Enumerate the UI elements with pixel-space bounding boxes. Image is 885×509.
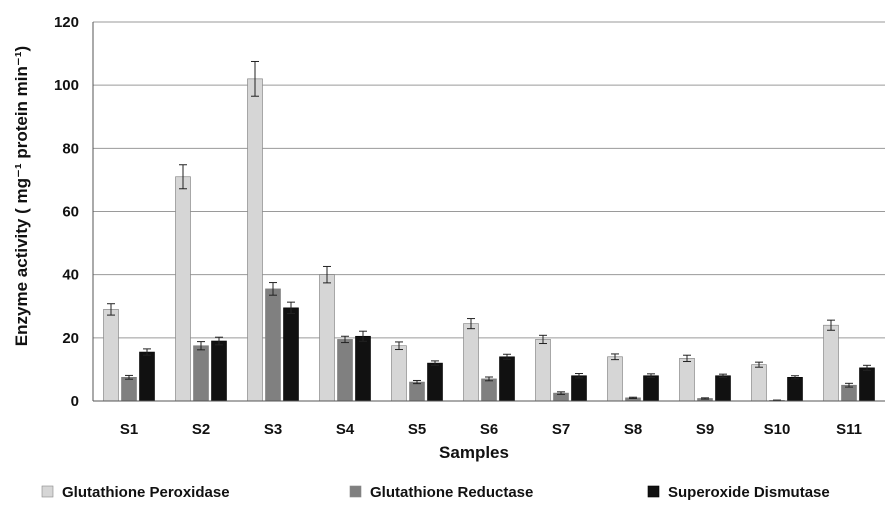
legend-label: Superoxide Dismutase — [668, 484, 830, 501]
error-bar — [719, 373, 727, 378]
y-tick-label: 60 — [62, 204, 79, 221]
x-tick-label: S2 — [192, 421, 210, 438]
bar-s4-series-1 — [319, 274, 335, 402]
bar-s8-series-3 — [643, 375, 659, 402]
bar-s11-series-3 — [859, 367, 875, 402]
x-tick-label: S7 — [552, 421, 570, 438]
error-bar — [251, 60, 259, 97]
error-bar — [575, 373, 583, 379]
bar-s3-series-3 — [283, 307, 299, 402]
bar-s2-series-1 — [175, 176, 191, 402]
error-bar — [485, 376, 493, 382]
bar-s5-series-2 — [409, 381, 425, 402]
bar-s10-series-1 — [751, 364, 767, 402]
bar-s1-series-2 — [121, 377, 137, 402]
bar-s1-series-3 — [139, 351, 155, 402]
bar-s2-series-3 — [211, 340, 227, 402]
error-bar — [557, 391, 565, 395]
bars — [103, 60, 875, 402]
bar-s10-series-3 — [787, 377, 803, 402]
error-bar — [539, 334, 547, 345]
bar-s11-series-1 — [823, 324, 839, 402]
bar-s6-series-1 — [463, 323, 479, 402]
x-axis-title: Samples — [439, 443, 509, 462]
bar-s2-series-2 — [193, 345, 209, 402]
error-bar — [107, 303, 115, 316]
y-tick-label: 0 — [71, 393, 79, 410]
x-tick-label: S4 — [336, 421, 355, 438]
bar-s3-series-1 — [247, 78, 263, 402]
error-bar — [395, 341, 403, 351]
error-bar — [413, 379, 421, 385]
error-bar — [611, 353, 619, 361]
error-bar — [431, 360, 439, 366]
bar-s5-series-1 — [391, 345, 407, 402]
bar-s9-series-3 — [715, 375, 731, 402]
error-bar — [503, 353, 511, 360]
error-bar — [341, 335, 349, 344]
error-bar — [125, 374, 133, 380]
legend-entry-1: Glutathione Peroxidase — [41, 484, 230, 501]
error-bar — [827, 319, 835, 331]
legend-label: Glutathione Peroxidase — [62, 484, 230, 501]
legend-swatch — [349, 485, 362, 498]
error-bar — [269, 282, 277, 296]
bar-s4-series-3 — [355, 335, 371, 402]
bar-s5-series-3 — [427, 362, 443, 402]
error-bar — [179, 164, 187, 190]
legend-swatch — [41, 485, 54, 498]
error-bar — [323, 265, 331, 284]
bar-s6-series-3 — [499, 356, 515, 402]
x-tick-label: S9 — [696, 421, 714, 438]
legend-entry-2: Glutathione Reductase — [349, 484, 533, 501]
axes: 0 20 40 60 80 100 120 S1 S2 S3 S4 S5 S6 S7 S8 S9 S10 S11 — [54, 14, 885, 438]
error-bar — [287, 301, 295, 315]
x-tick-label: S8 — [624, 421, 642, 438]
error-bar — [143, 348, 151, 356]
error-bar — [359, 330, 367, 342]
bar-s7-series-3 — [571, 375, 587, 402]
y-tick-label: 100 — [54, 77, 79, 94]
error-bar — [791, 375, 799, 380]
y-tick-label: 120 — [54, 14, 79, 31]
bar-s7-series-1 — [535, 339, 551, 402]
bar-s4-series-2 — [337, 339, 353, 402]
error-bar — [755, 361, 763, 368]
x-tick-label: S6 — [480, 421, 498, 438]
legend-entry-3: Superoxide Dismutase — [647, 484, 830, 501]
error-bar — [845, 382, 853, 388]
x-tick-label: S11 — [836, 421, 862, 438]
error-bar — [197, 341, 205, 351]
error-bar — [629, 396, 637, 399]
bar-s3-series-2 — [265, 288, 281, 402]
x-tick-label: S3 — [264, 421, 282, 438]
legend-label: Glutathione Reductase — [370, 484, 533, 501]
error-bar — [467, 318, 475, 330]
y-tick-label: 20 — [62, 330, 79, 347]
bar-s9-series-1 — [679, 358, 695, 402]
x-tick-label: S10 — [764, 421, 791, 438]
error-bar — [647, 373, 655, 379]
x-tick-label: S5 — [408, 421, 426, 438]
y-axis-title: Enzyme activity ( mg⁻¹ protein min⁻¹) — [12, 46, 31, 346]
error-bar — [683, 354, 691, 363]
y-tick-label: 40 — [62, 267, 79, 284]
legend: Glutathione Peroxidase Glutathione Reduct… — [41, 484, 830, 501]
error-bar — [215, 336, 223, 346]
error-bar — [701, 397, 709, 400]
legend-swatch — [647, 485, 660, 498]
y-tick-label: 80 — [62, 140, 79, 157]
bar-s1-series-1 — [103, 309, 119, 402]
error-bar — [863, 364, 871, 371]
bar-s8-series-1 — [607, 356, 623, 402]
gridlines — [93, 21, 885, 339]
bar-s6-series-2 — [481, 378, 497, 402]
x-tick-label: S1 — [120, 421, 138, 438]
